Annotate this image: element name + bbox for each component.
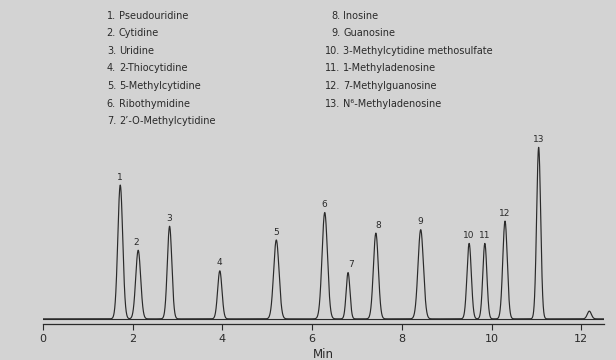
Text: 7: 7 xyxy=(348,260,354,269)
Text: 10.: 10. xyxy=(325,46,340,56)
Text: 2-Thiocytidine: 2-Thiocytidine xyxy=(119,63,187,73)
X-axis label: Min: Min xyxy=(313,348,334,360)
Text: 13.: 13. xyxy=(325,99,340,108)
Text: 4.: 4. xyxy=(107,63,116,73)
Text: 6: 6 xyxy=(322,200,328,209)
Text: 3-Methylcytidine methosulfate: 3-Methylcytidine methosulfate xyxy=(343,46,493,56)
Text: 6.: 6. xyxy=(107,99,116,108)
Text: 9.: 9. xyxy=(331,28,340,39)
Text: Uridine: Uridine xyxy=(119,46,154,56)
Text: 7-Methylguanosine: 7-Methylguanosine xyxy=(343,81,437,91)
Text: 13: 13 xyxy=(533,135,545,144)
Text: 10: 10 xyxy=(463,231,475,240)
Text: 8: 8 xyxy=(376,221,381,230)
Text: 11.: 11. xyxy=(325,63,340,73)
Text: 11: 11 xyxy=(479,231,490,240)
Text: Pseudouridine: Pseudouridine xyxy=(119,11,188,21)
Text: N⁶-Methyladenosine: N⁶-Methyladenosine xyxy=(343,99,441,108)
Text: Inosine: Inosine xyxy=(343,11,378,21)
Text: 2: 2 xyxy=(133,238,139,247)
Text: 7.: 7. xyxy=(107,116,116,126)
Text: 3.: 3. xyxy=(107,46,116,56)
Text: 5: 5 xyxy=(274,228,279,237)
Text: 5.: 5. xyxy=(107,81,116,91)
Text: Ribothymidine: Ribothymidine xyxy=(119,99,190,108)
Text: 4: 4 xyxy=(217,258,222,267)
Text: 2’-O-Methylcytidine: 2’-O-Methylcytidine xyxy=(119,116,216,126)
Text: 9: 9 xyxy=(418,217,424,226)
Text: 1.: 1. xyxy=(107,11,116,21)
Text: 12.: 12. xyxy=(325,81,340,91)
Text: 12: 12 xyxy=(500,209,511,218)
Text: Guanosine: Guanosine xyxy=(343,28,395,39)
Text: 5-Methylcytidine: 5-Methylcytidine xyxy=(119,81,201,91)
Text: 3: 3 xyxy=(167,214,172,223)
Text: 8.: 8. xyxy=(331,11,340,21)
Text: 1-Methyladenosine: 1-Methyladenosine xyxy=(343,63,436,73)
Text: 1: 1 xyxy=(118,173,123,182)
Text: Cytidine: Cytidine xyxy=(119,28,159,39)
Text: 2.: 2. xyxy=(107,28,116,39)
